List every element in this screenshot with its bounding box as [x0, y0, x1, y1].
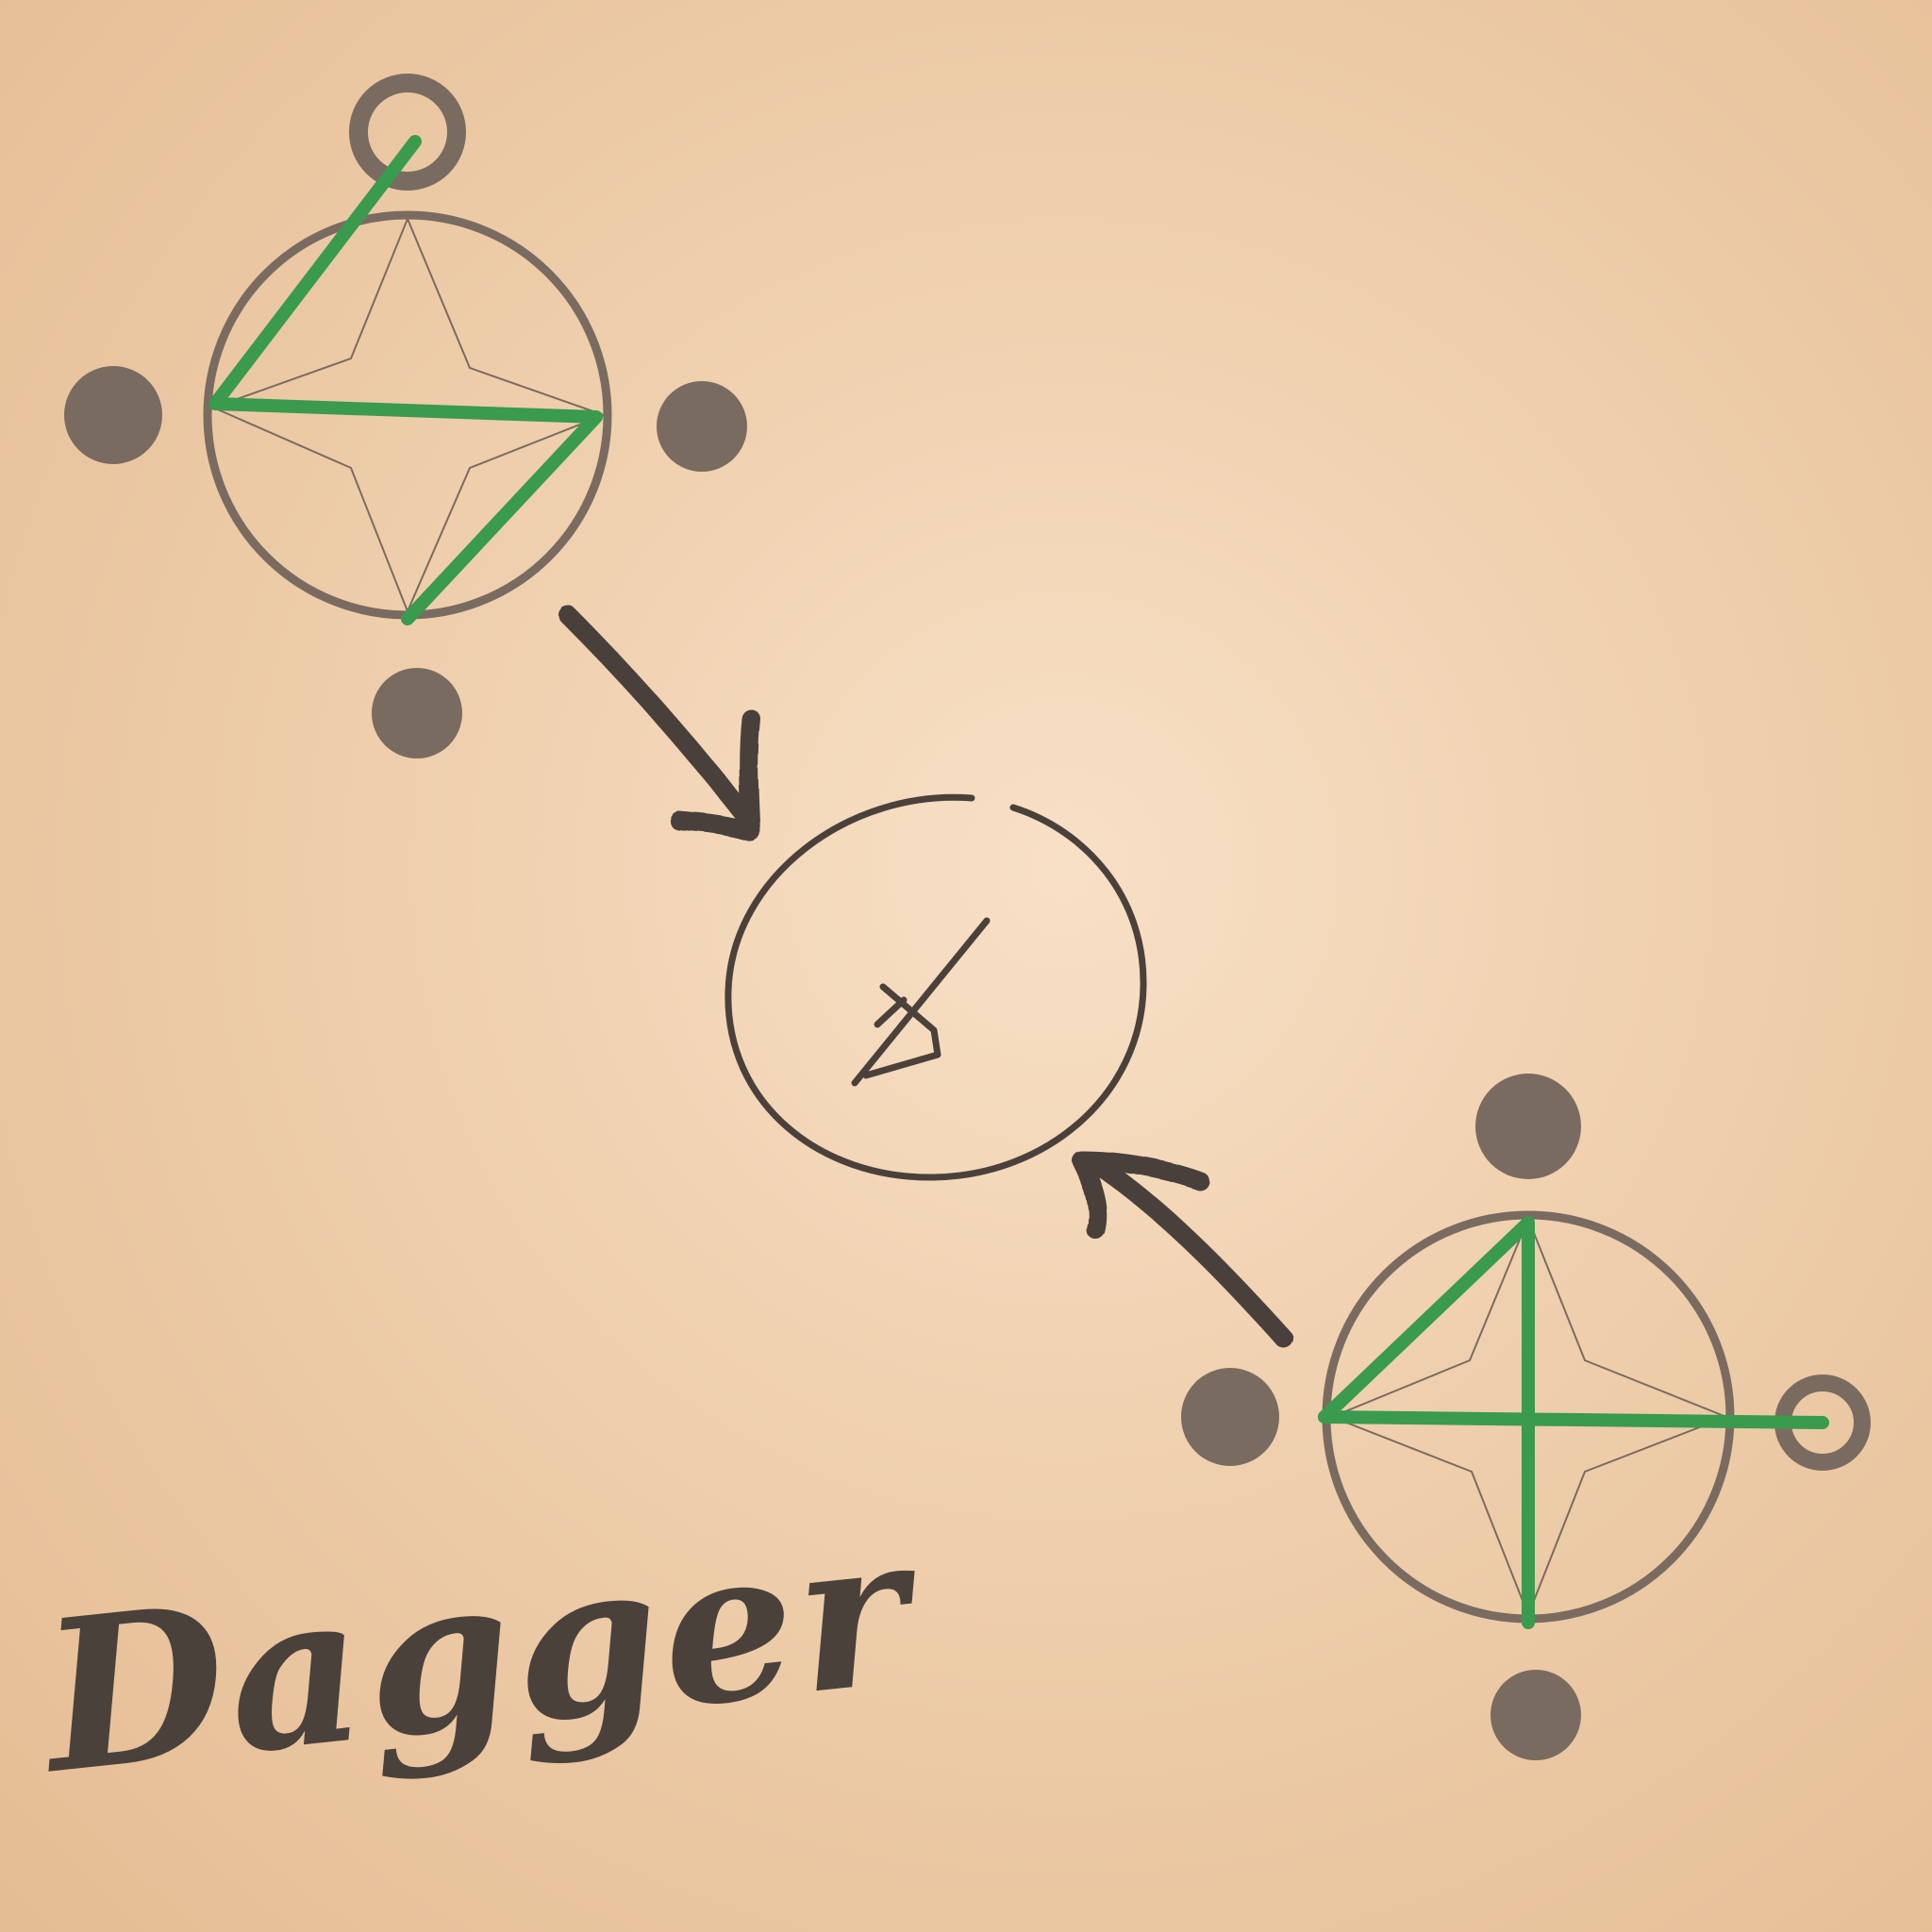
highlighted-stroke [1318, 1216, 1829, 1629]
node-bottom [372, 668, 462, 758]
highlighted-stroke [208, 135, 603, 625]
center-ring [724, 793, 1147, 1181]
center-result [724, 793, 1147, 1181]
node-top [1475, 1074, 1581, 1179]
arrow-down-right [558, 606, 760, 841]
node-bottom [1491, 1670, 1581, 1760]
node-top-open [349, 74, 466, 191]
glyph-bottom-right [1181, 1074, 1871, 1760]
node-right [657, 381, 747, 472]
glyph-top-left [64, 74, 747, 758]
node-left [64, 366, 162, 464]
node-left [1181, 1368, 1279, 1466]
dagger-rune-icon [851, 917, 991, 1087]
arrow-up-left [1072, 1151, 1294, 1349]
